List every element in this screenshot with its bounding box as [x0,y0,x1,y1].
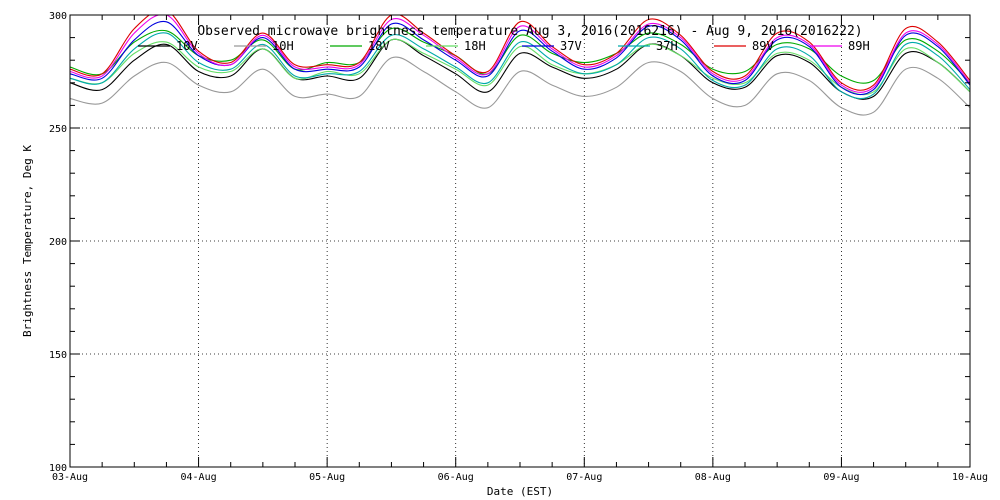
x-tick-label: 03-Aug [52,472,88,483]
y-axis-label: Brightness Temperature, Deg K [21,145,34,337]
grid-lines [70,15,970,467]
x-tick-label: 05-Aug [309,472,345,483]
x-tick-label: 06-Aug [438,472,474,483]
series-line-18h [70,38,970,96]
y-tick-label: 300 [49,11,67,22]
y-tick-label: 200 [49,237,67,248]
y-tick-label: 100 [49,463,67,474]
series-line-37h [70,32,970,100]
tick-labels: 100 150 200 250 300 03-Aug 04-Aug 05-Aug 06-Aug 0… [49,11,988,483]
series-line-89v [70,15,970,91]
legend-label-89h: 89H [848,39,870,53]
legend-label-10h: 10H [272,39,294,53]
y-tick-label: 250 [49,124,67,135]
legend-label-37v: 37V [560,39,582,53]
legend-label-18v: 18V [368,39,390,53]
x-tick-label: 09-Aug [823,472,859,483]
legend-label-18h: 18H [464,39,486,53]
series-line-89h [70,15,970,93]
y-tick-label: 150 [49,350,67,361]
legend-label-89v: 89V [752,39,774,53]
axis-ticks [69,14,971,468]
x-axis-label: Date (EST) [487,485,553,498]
legend-label-37h: 37H [656,39,678,53]
series-lines [70,15,970,116]
x-tick-label: 04-Aug [181,472,217,483]
x-tick-label: 08-Aug [695,472,731,483]
legend-label-10v: 10V [176,39,198,53]
x-tick-label: 07-Aug [566,472,602,483]
series-line-10v [70,38,970,100]
x-tick-label: 10-Aug [952,472,988,483]
chart-title: Observed microwave brightness temperatur… [197,24,862,39]
series-line-10h [70,56,970,116]
legend: 10V 10H 18V 18H 37V 37H 89V 89H [138,39,870,53]
